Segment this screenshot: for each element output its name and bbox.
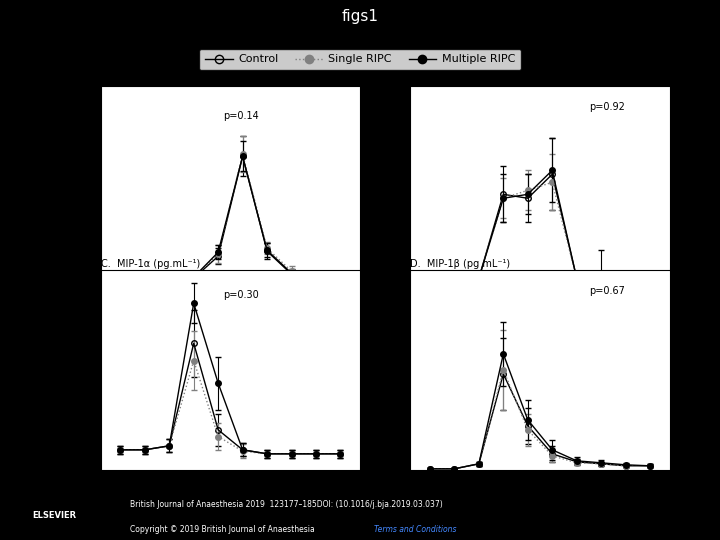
X-axis label: Time (hours post LPS): Time (hours post LPS) — [479, 495, 601, 504]
Legend: Control, Single RIPC, Multiple RIPC: Control, Single RIPC, Multiple RIPC — [199, 49, 521, 70]
Text: B.  MCP-1(pg.mL⁻¹): B. MCP-1(pg.mL⁻¹) — [410, 76, 504, 86]
Text: p=0.14: p=0.14 — [223, 111, 258, 122]
Text: p=0.67: p=0.67 — [589, 286, 625, 296]
Text: ELSEVIER: ELSEVIER — [32, 511, 76, 519]
Text: p=0.92: p=0.92 — [589, 103, 625, 112]
Text: Copyright © 2019 British Journal of Anaesthesia: Copyright © 2019 British Journal of Anae… — [130, 525, 315, 534]
Text: figs1: figs1 — [341, 9, 379, 24]
X-axis label: Time (hours post LPS): Time (hours post LPS) — [169, 495, 292, 504]
Text: British Journal of Anaesthesia 2019  123177–185DOI: (10.1016/j.bja.2019.03.037): British Journal of Anaesthesia 2019 1231… — [130, 501, 442, 509]
Text: C.  MIP-1α (pg.mL⁻¹): C. MIP-1α (pg.mL⁻¹) — [101, 259, 200, 269]
Text: A.  IL-1RA (pg.mL⁻¹): A. IL-1RA (pg.mL⁻¹) — [101, 76, 198, 86]
Text: Terms and Conditions: Terms and Conditions — [374, 525, 457, 534]
Text: p=0.30: p=0.30 — [223, 290, 258, 300]
Text: D.  MIP-1β (pg mL⁻¹): D. MIP-1β (pg mL⁻¹) — [410, 259, 510, 269]
